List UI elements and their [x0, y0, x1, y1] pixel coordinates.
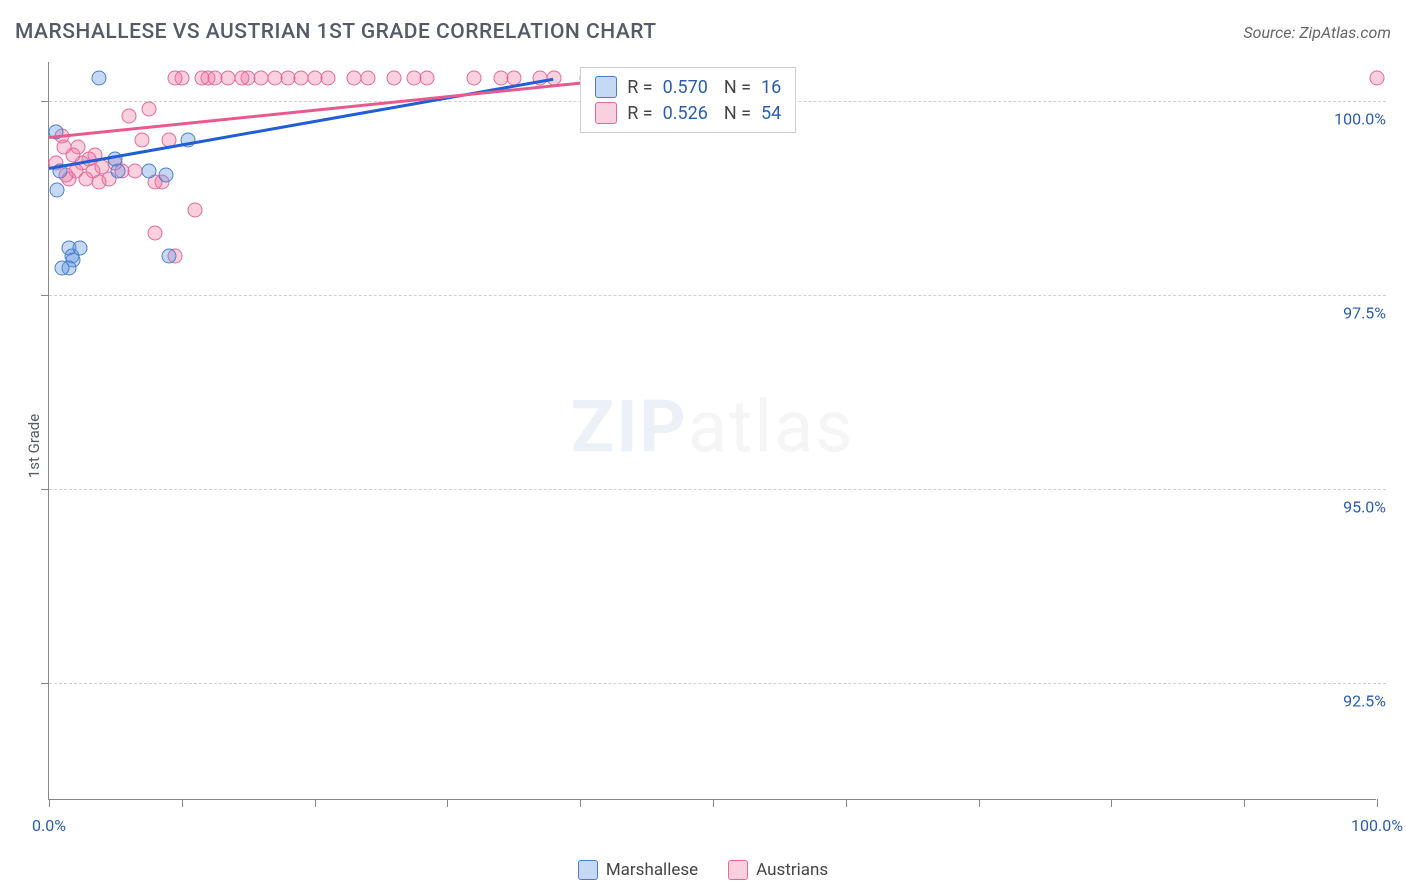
data-point	[141, 163, 156, 178]
data-point	[420, 70, 435, 85]
data-point	[294, 70, 309, 85]
x-tick	[49, 799, 50, 807]
legend-bottom: Marshallese Austrians	[0, 860, 1406, 880]
data-point	[168, 70, 183, 85]
source-label: Source: ZipAtlas.com	[1243, 23, 1391, 42]
data-point	[148, 225, 163, 240]
data-point	[234, 70, 249, 85]
data-point	[72, 241, 87, 256]
data-point	[1370, 70, 1385, 85]
x-tick	[979, 799, 980, 807]
x-tick	[1244, 799, 1245, 807]
data-point	[158, 167, 173, 182]
data-point	[267, 70, 282, 85]
data-point	[281, 70, 296, 85]
data-point	[320, 70, 335, 85]
stats-legend: R =0.570N =16R =0.526N =54	[580, 67, 796, 133]
y-tick-label: 100.0%	[1328, 109, 1386, 128]
x-tick-label: 0.0%	[32, 816, 66, 835]
x-tick	[315, 799, 316, 807]
gridline	[49, 683, 1386, 684]
x-tick	[447, 799, 448, 807]
chart-title: MARSHALLESE VS AUSTRIAN 1ST GRADE CORREL…	[15, 20, 657, 44]
gridline	[49, 295, 1386, 296]
data-point	[161, 249, 176, 264]
data-point	[493, 70, 508, 85]
data-point	[194, 70, 209, 85]
x-tick	[713, 799, 714, 807]
data-point	[360, 70, 375, 85]
legend-item: Austrians	[728, 860, 828, 880]
data-point	[387, 70, 402, 85]
x-tick	[182, 799, 183, 807]
gridline	[49, 489, 1386, 490]
legend-item: Marshallese	[578, 860, 698, 880]
data-point	[466, 70, 481, 85]
x-tick-label: 100.0%	[1351, 816, 1403, 835]
data-point	[49, 183, 64, 198]
data-point	[121, 109, 136, 124]
x-tick	[1377, 799, 1378, 807]
data-point	[92, 70, 107, 85]
data-point	[307, 70, 322, 85]
chart-area: ZIPatlas 92.5%95.0%97.5%100.0%0.0%100.0%…	[48, 62, 1376, 800]
y-tick-label: 95.0%	[1337, 498, 1386, 517]
watermark: ZIPatlas	[571, 384, 855, 469]
x-tick	[846, 799, 847, 807]
data-point	[55, 260, 70, 275]
data-point	[134, 132, 149, 147]
y-tick-label: 97.5%	[1337, 304, 1386, 323]
y-axis-label: 1st Grade	[25, 414, 43, 478]
data-point	[188, 202, 203, 217]
y-tick-label: 92.5%	[1337, 692, 1386, 711]
data-point	[141, 101, 156, 116]
x-tick	[1111, 799, 1112, 807]
data-point	[347, 70, 362, 85]
stats-legend-row: R =0.526N =54	[595, 100, 781, 126]
data-point	[221, 70, 236, 85]
data-point	[254, 70, 269, 85]
x-tick	[580, 799, 581, 807]
stats-legend-row: R =0.570N =16	[595, 74, 781, 100]
